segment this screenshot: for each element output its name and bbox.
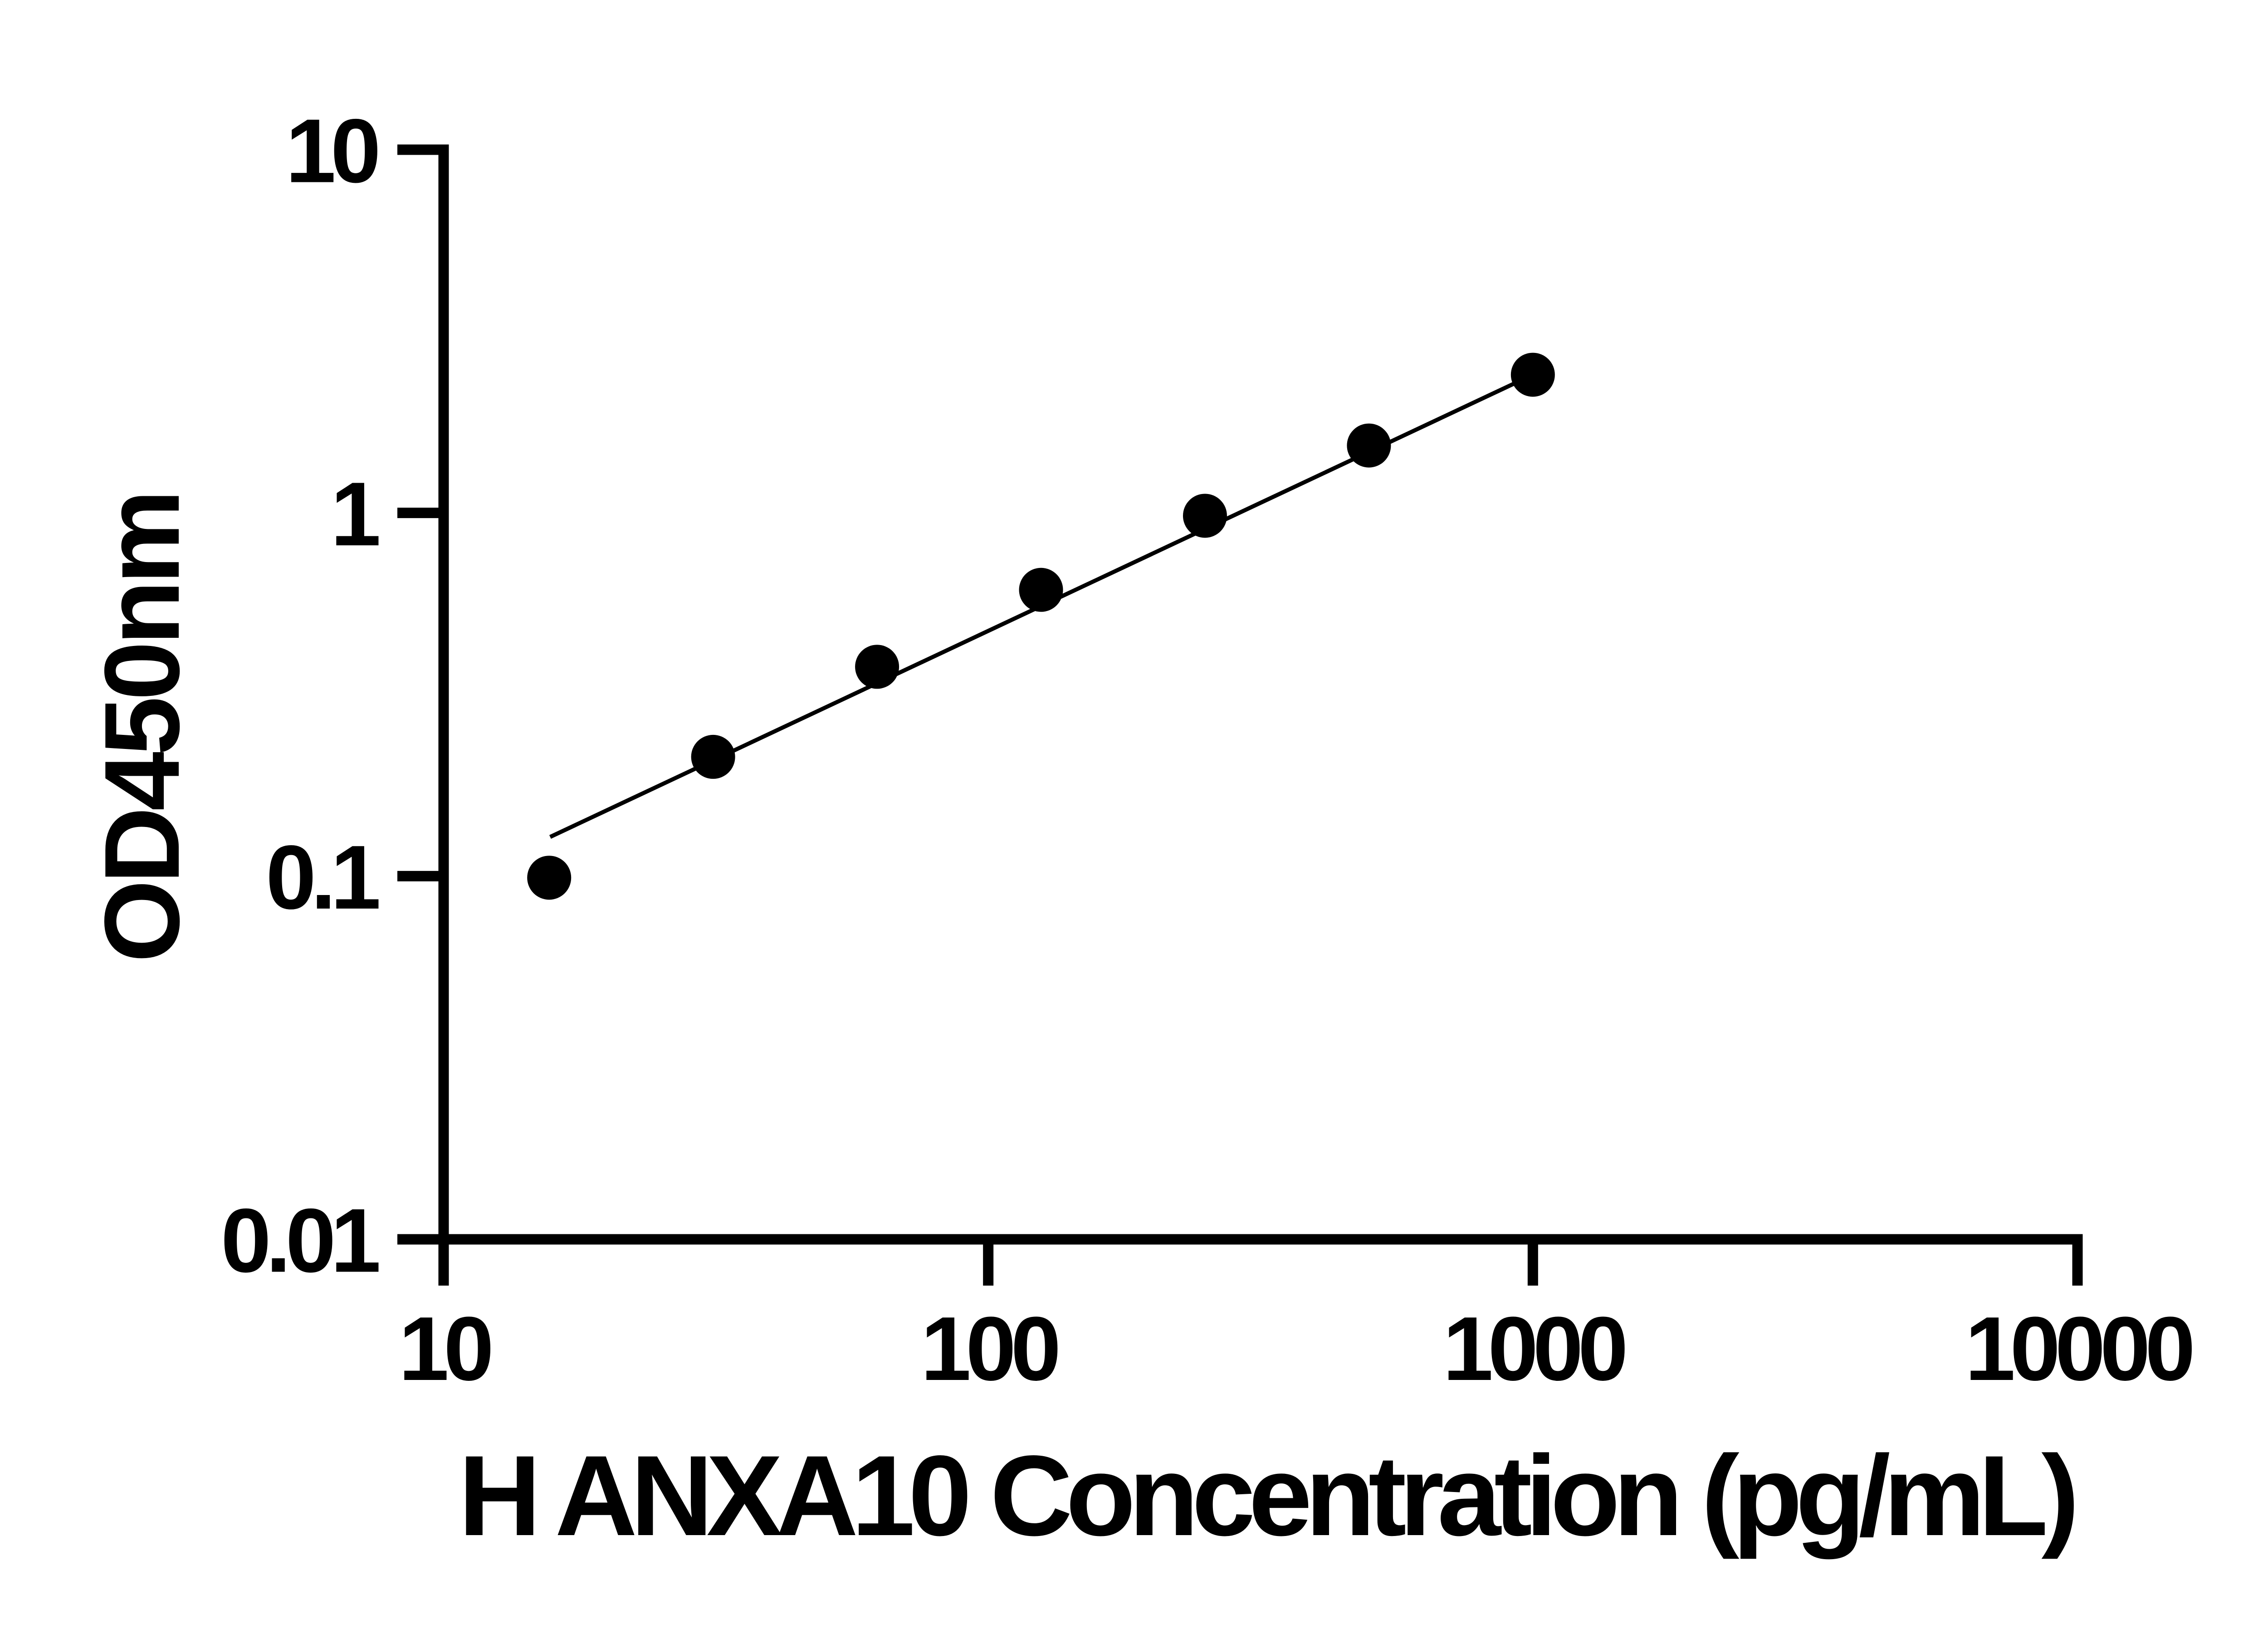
y-axis-ticks [397, 144, 444, 1245]
x-tick-label: 100 [921, 1298, 1058, 1399]
y-tick-label: 0.01 [221, 1190, 379, 1291]
x-axis-ticks [438, 1239, 2083, 1286]
y-axis-title: OD450nm [82, 494, 201, 963]
x-axis-tick-labels: 10 100 1000 10000 [399, 1298, 2198, 1399]
data-point [691, 734, 735, 779]
x-axis: 10 100 1000 10000 [399, 1234, 2198, 1399]
data-point [855, 645, 899, 689]
plot-series [527, 352, 1555, 900]
data-point [1347, 423, 1391, 468]
y-tick-label: 0.1 [266, 827, 379, 928]
data-point [527, 856, 572, 900]
data-point [1510, 352, 1555, 397]
y-axis: 10 1 0.1 0.01 [221, 101, 449, 1291]
y-tick-label: 10 [286, 101, 378, 202]
x-tick-label: 10000 [1965, 1298, 2192, 1399]
x-tick-label: 10 [399, 1298, 491, 1399]
data-point [1183, 494, 1227, 538]
y-tick-label: 1 [331, 464, 379, 565]
data-point [1019, 567, 1063, 612]
x-axis-title: H ANXA10 Concentration (pg/mL) [459, 1432, 2074, 1560]
y-axis-tick-labels: 10 1 0.1 0.01 [221, 101, 384, 1291]
x-tick-label: 1000 [1443, 1298, 1625, 1399]
data-points [527, 352, 1555, 900]
